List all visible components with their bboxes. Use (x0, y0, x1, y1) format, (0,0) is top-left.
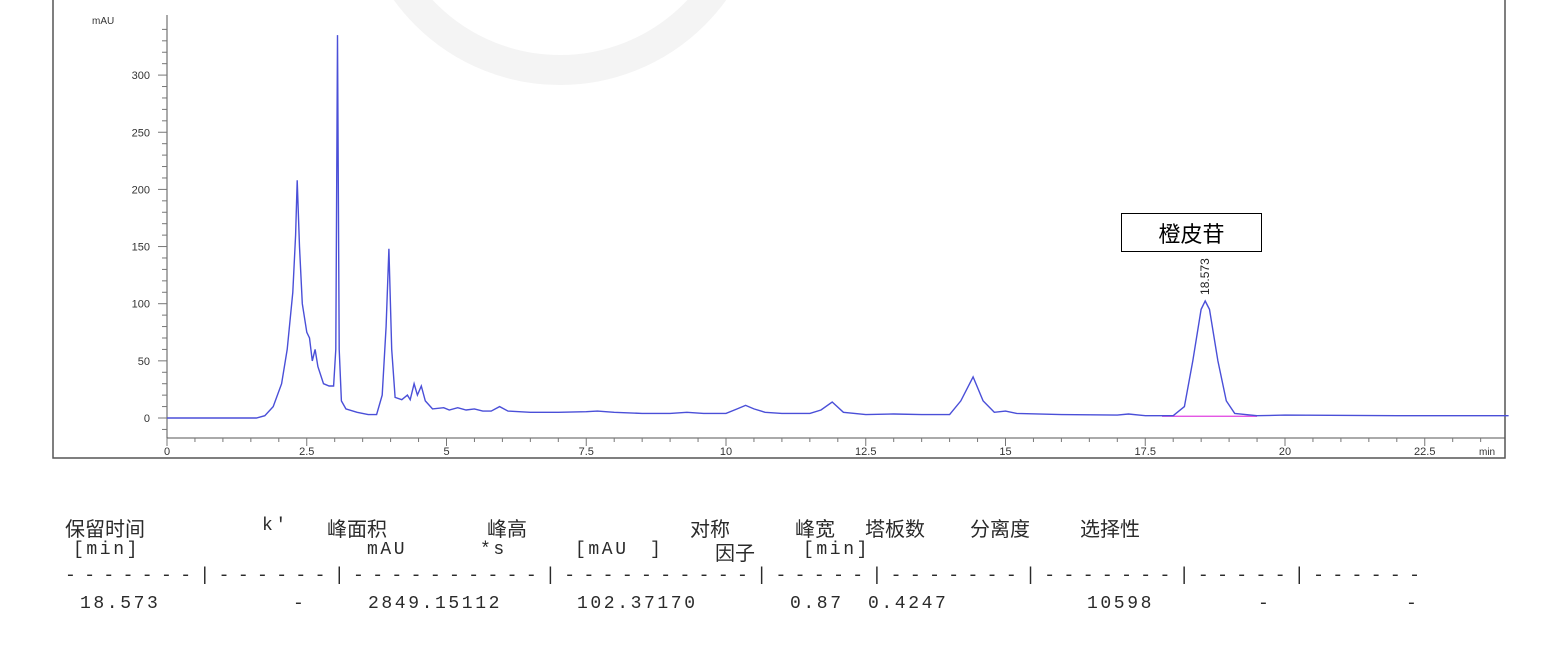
column-unit: [min] (803, 540, 871, 560)
y-tick-label: 100 (132, 299, 150, 311)
x-axis-label: min (1479, 447, 1495, 458)
column-unit: ] (650, 540, 664, 560)
table-cell: 10598 (1087, 594, 1155, 614)
column-unit: [mAU (575, 540, 629, 560)
x-tick-label: 15 (999, 446, 1011, 458)
y-tick-label: 0 (144, 413, 150, 425)
table-cell: - (1258, 594, 1272, 614)
table-cell: 18.573 (80, 594, 161, 614)
column-header: 选择性 (1080, 517, 1140, 541)
x-tick-label: 2.5 (299, 446, 314, 458)
table-separator: -------|------|----------|----------|---… (65, 566, 1429, 586)
x-tick-label: 20 (1279, 446, 1291, 458)
column-header: 峰宽 (795, 517, 835, 541)
x-tick-label: 5 (443, 446, 449, 458)
column-header: 峰面积 (327, 517, 387, 541)
table-cell: - (1406, 594, 1420, 614)
x-axis: 0 2.5 5 7.5 10 12.5 15 17.5 20 22.5 (164, 437, 1505, 458)
column-header: 分离度 (970, 517, 1030, 541)
table-cell: 102.37170 (577, 594, 698, 614)
y-tick-label: 250 (132, 127, 150, 139)
x-tick-label: 7.5 (579, 446, 594, 458)
y-tick-label: 200 (132, 184, 150, 196)
y-tick-label: 150 (132, 242, 150, 254)
column-header: 峰高 (487, 517, 527, 541)
column-header: 保留时间 (65, 517, 145, 541)
x-tick-label: 12.5 (855, 446, 876, 458)
table-cell: 2849.15112 (368, 594, 503, 614)
compound-annotation-box: 橙皮苷 (1121, 213, 1262, 252)
column-unit: *s (480, 540, 507, 560)
chart-frame (52, 0, 1506, 459)
chromatogram-chart: 0 50 100 150 200 250 300 0 2.5 5 7.5 10 12.5 15 17.5 2… (52, 0, 1509, 459)
table-cell: - (293, 594, 307, 614)
y-axis: 0 50 100 150 200 250 300 (132, 15, 168, 438)
column-unit: 因子 (715, 541, 755, 565)
x-tick-label: 10 (720, 446, 732, 458)
chromatogram-trace (167, 35, 1509, 419)
y-tick-label: 300 (132, 70, 150, 82)
x-tick-label: 22.5 (1414, 446, 1435, 458)
table-cell: 0.4247 (868, 594, 949, 614)
y-tick-label: 50 (138, 356, 150, 368)
column-unit: [min] (73, 540, 141, 560)
table-cell: 0.87 (790, 594, 844, 614)
column-header: 对称 (690, 517, 730, 541)
frame-border (52, 0, 1506, 459)
column-unit: mAU (367, 540, 408, 560)
column-header: 塔板数 (865, 517, 925, 541)
peak-label: 18.573 (1198, 258, 1212, 295)
y-axis-label: mAU (92, 16, 114, 27)
watermark-arc (393, 0, 727, 85)
x-tick-label: 0 (164, 446, 170, 458)
x-tick-label: 17.5 (1135, 446, 1156, 458)
column-header: k' (262, 516, 289, 536)
